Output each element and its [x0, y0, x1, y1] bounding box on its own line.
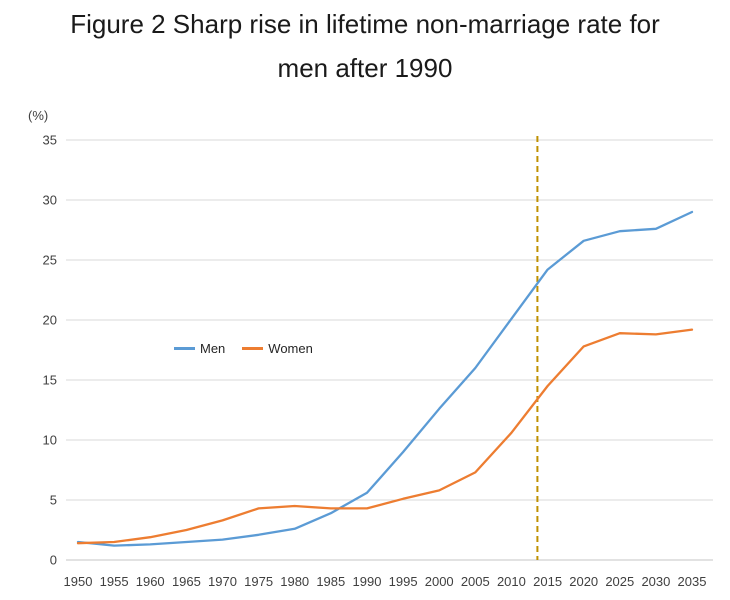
series-line-women [76, 328, 694, 545]
y-tick-label-25: 25 [43, 253, 57, 268]
y-tick-label-10: 10 [43, 433, 57, 448]
x-tick-label-2030: 2030 [641, 574, 670, 589]
y-tick-label-20: 20 [43, 313, 57, 328]
legend-marker-men [174, 347, 195, 350]
legend-item-women: Women [242, 341, 313, 356]
chart-title: Figure 2 Sharp rise in lifetime non-marr… [0, 2, 730, 90]
x-tick-label-1975: 1975 [244, 574, 273, 589]
y-tick-label-0: 0 [50, 553, 57, 568]
legend-label-men: Men [200, 341, 226, 356]
x-tick-label-1990: 1990 [353, 574, 382, 589]
legend-item-men: Men [174, 341, 225, 356]
x-tick-label-1955: 1955 [100, 574, 129, 589]
x-tick-label-2020: 2020 [569, 574, 598, 589]
x-tick-label-2015: 2015 [533, 574, 562, 589]
y-tick-label-5: 5 [50, 493, 57, 508]
x-tick-label-1980: 1980 [280, 574, 309, 589]
chart-title-line1: Figure 2 Sharp rise in lifetime non-marr… [70, 9, 660, 39]
x-tick-label-1965: 1965 [172, 574, 201, 589]
x-tick-label-1995: 1995 [389, 574, 418, 589]
legend-label-women: Women [268, 341, 313, 356]
x-tick-label-2035: 2035 [678, 574, 707, 589]
y-axis-unit-label: (%) [28, 108, 48, 123]
x-tick-label-1950: 1950 [64, 574, 93, 589]
legend: Men Women [174, 341, 313, 356]
series-line-men [76, 210, 694, 547]
x-tick-label-2010: 2010 [497, 574, 526, 589]
x-tick-label-2025: 2025 [605, 574, 634, 589]
y-tick-label-30: 30 [43, 193, 57, 208]
y-tick-label-35: 35 [43, 133, 57, 148]
y-tick-label-15: 15 [43, 373, 57, 388]
x-tick-label-1970: 1970 [208, 574, 237, 589]
x-tick-label-2005: 2005 [461, 574, 490, 589]
x-tick-label-1985: 1985 [316, 574, 345, 589]
x-tick-label-2000: 2000 [425, 574, 454, 589]
chart-title-line2: men after 1990 [277, 53, 453, 83]
legend-marker-women [242, 347, 264, 350]
x-tick-label-1960: 1960 [136, 574, 165, 589]
